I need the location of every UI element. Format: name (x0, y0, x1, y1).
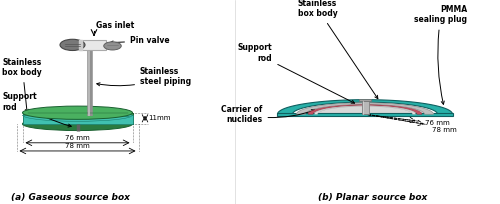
Polygon shape (22, 115, 132, 124)
Polygon shape (278, 113, 452, 116)
Text: PMMA
sealing plug: PMMA sealing plug (414, 5, 468, 104)
FancyBboxPatch shape (79, 40, 106, 50)
Ellipse shape (22, 106, 132, 119)
Polygon shape (358, 99, 372, 101)
Polygon shape (296, 103, 434, 114)
Text: Stainless
box body: Stainless box body (2, 58, 42, 112)
Ellipse shape (60, 39, 85, 51)
Polygon shape (314, 106, 416, 114)
Polygon shape (306, 104, 424, 114)
Ellipse shape (22, 117, 132, 131)
Text: Support
rod: Support rod (2, 92, 71, 127)
Polygon shape (278, 100, 452, 114)
Text: 76 mm: 76 mm (65, 135, 90, 141)
Ellipse shape (104, 42, 121, 50)
Text: (b) Planar source box: (b) Planar source box (318, 193, 427, 202)
Text: 78 mm: 78 mm (65, 143, 90, 149)
Text: 78 mm: 78 mm (432, 126, 456, 133)
Text: Gas inlet: Gas inlet (96, 21, 134, 30)
Polygon shape (308, 105, 422, 114)
Text: Pin valve: Pin valve (110, 36, 170, 45)
Text: Stainless
steel piping: Stainless steel piping (97, 67, 191, 86)
Polygon shape (22, 113, 132, 124)
Text: Carrier of
nuclides: Carrier of nuclides (221, 104, 314, 124)
Text: (a) Gaseous source box: (a) Gaseous source box (10, 193, 130, 202)
Text: 11mm: 11mm (148, 115, 171, 121)
Text: Support
rod: Support rod (238, 43, 354, 103)
Text: Stainless
box body: Stainless box body (298, 0, 378, 99)
Polygon shape (362, 101, 368, 114)
Ellipse shape (23, 109, 132, 121)
Text: 76 mm: 76 mm (425, 120, 450, 126)
